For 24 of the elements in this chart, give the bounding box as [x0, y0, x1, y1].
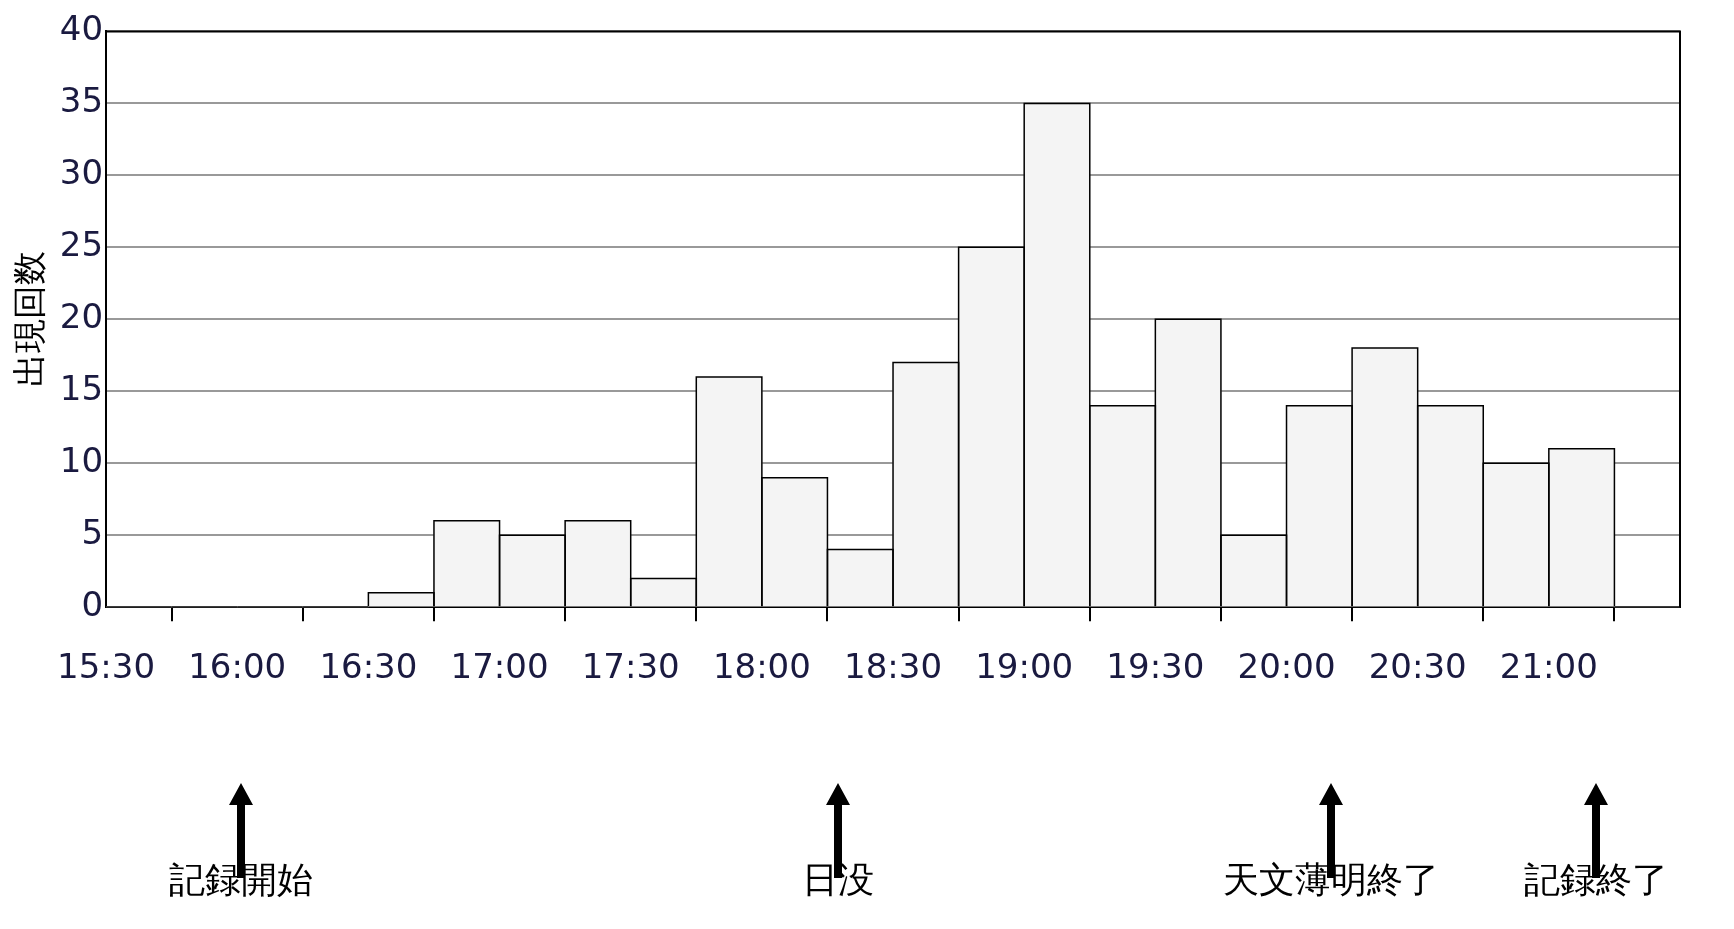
x-tick-label: 19:30	[1106, 646, 1205, 687]
x-tick-label: 18:30	[844, 646, 943, 687]
y-tick-label: 25	[59, 224, 104, 265]
y-tick-label: 15	[59, 368, 104, 409]
y-tick-label: 20	[59, 296, 104, 337]
x-tick-label: 17:30	[581, 646, 680, 687]
x-tick-label: 16:30	[319, 646, 418, 687]
x-tick-label: 18:00	[712, 646, 811, 687]
y-tick-label: 0	[81, 584, 104, 625]
x-tick-label: 15:30	[57, 646, 156, 687]
y-tick-label: 35	[59, 80, 104, 121]
text: 記録終了	[1523, 857, 1668, 902]
y-tick-label: 10	[59, 440, 104, 481]
x-tick-label: 20:00	[1237, 646, 1336, 687]
x-tick-label: 20:30	[1368, 646, 1467, 687]
x-tick-label: 16:00	[188, 646, 287, 687]
x-tick-label: 17:00	[450, 646, 549, 687]
y-tick-label: 5	[81, 512, 104, 553]
text: 日没	[801, 857, 874, 902]
x-tick-label: 21:00	[1499, 646, 1598, 687]
y-tick-label: 30	[59, 152, 104, 193]
x-tick-label: 19:00	[975, 646, 1074, 687]
y-tick-label: 40	[59, 8, 104, 49]
y-axis-title: 出現回数	[9, 251, 50, 388]
